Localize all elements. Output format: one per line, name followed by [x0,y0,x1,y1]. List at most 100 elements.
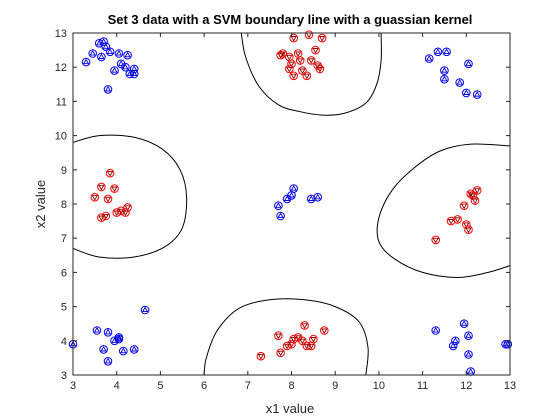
blue-point-15 [129,64,139,74]
y-tick-label: 9 [61,165,67,177]
blue-point-12 [121,62,130,72]
red-point-31 [453,215,462,224]
blue-point-47 [459,319,469,329]
x-tick-label: 7 [245,380,251,392]
x-axis-label: x1 value [266,401,314,416]
blue-point-24 [462,88,471,98]
blue-point-42 [129,345,139,354]
x-tick-label: 12 [460,380,472,392]
y-tick-label: 5 [61,302,67,314]
red-point-22 [103,194,113,204]
blue-point-5 [88,49,97,58]
blue-point-3 [101,42,111,52]
y-tick-label: 4 [61,336,67,348]
red-point-50 [320,326,329,335]
y-tick-label: 7 [61,233,67,245]
red-point-2 [278,49,288,58]
red-point-28 [123,203,132,212]
x-tick-label: 13 [504,380,516,392]
red-point-13 [311,45,320,55]
x-tick-label: 4 [114,380,120,392]
y-tick-label: 12 [55,62,67,74]
decision-boundary-4 [203,298,369,375]
x-tick-label: 3 [70,380,76,392]
red-point-23 [105,168,115,178]
blue-point-44 [431,326,441,335]
blue-point-19 [442,47,451,57]
red-point-21 [101,211,111,221]
red-point-41 [276,348,285,358]
blue-point-18 [433,47,443,57]
blue-point-25 [472,90,482,99]
red-point-5 [285,64,294,74]
y-axis-label: x2 value [33,180,48,228]
red-point-29 [431,235,441,245]
decision-boundary-3 [376,143,510,279]
x-tick-label: 11 [417,380,428,392]
red-point-51 [298,336,307,346]
red-point-47 [302,341,312,351]
red-point-15 [317,33,327,43]
red-point-30 [446,216,456,226]
red-point-19 [97,182,106,192]
x-axis-ticks: 3 4 5 6 7 8 9 10 11 12 13 [70,33,516,392]
data-points-group [68,30,513,376]
blue-point-16 [103,85,113,94]
red-point-24 [110,184,119,193]
x-tick-label: 6 [201,380,207,392]
blue-point-30 [289,184,299,193]
x-tick-label: 10 [373,380,385,392]
red-point-18 [90,192,100,202]
blue-point-27 [276,211,285,221]
blue-point-13 [125,69,135,79]
blue-point-32 [313,192,323,202]
y-axis-ticks: 3 4 5 6 7 8 9 10 11 12 13 [55,28,510,382]
red-point-46 [300,321,309,330]
red-point-17 [289,33,299,43]
blue-point-37 [103,328,113,337]
red-point-8 [295,56,305,65]
chart-title: Set 3 data with a SVM boundary line with… [108,12,473,27]
blue-point-7 [97,52,106,62]
x-tick-label: 9 [332,380,338,392]
y-tick-label: 8 [61,199,67,211]
red-point-32 [459,201,469,210]
blue-point-6 [81,57,91,67]
blue-point-10 [110,66,119,75]
red-point-12 [306,56,316,65]
y-tick-label: 11 [56,96,67,108]
red-point-38 [472,186,482,195]
blue-point-17 [424,54,434,63]
blue-point-36 [103,357,113,366]
red-point-10 [302,71,312,81]
blue-point-41 [119,346,128,356]
blue-point-9 [123,50,132,60]
blue-point-48 [464,331,473,341]
red-point-37 [470,196,480,205]
y-tick-label: 6 [61,267,67,279]
blue-point-35 [99,345,108,354]
decision-boundary-1 [240,33,382,116]
blue-point-4 [105,47,115,57]
blue-point-43 [140,305,150,315]
decision-boundary-group [73,33,510,375]
y-tick-label: 3 [61,370,67,382]
blue-point-49 [464,350,473,359]
red-point-49 [309,334,318,344]
red-point-34 [464,225,473,234]
red-point-16 [315,64,325,74]
y-tick-label: 10 [55,131,67,143]
blue-point-26 [274,201,283,210]
blue-point-40 [114,334,124,344]
plot-area [73,33,510,375]
blue-point-22 [464,59,473,69]
blue-point-23 [455,78,465,87]
decision-boundary-2 [73,134,188,259]
x-tick-label: 8 [288,380,294,392]
red-point-39 [256,351,266,361]
blue-point-21 [440,74,449,84]
blue-point-8 [114,49,124,58]
x-tick-label: 5 [157,380,163,392]
red-point-6 [289,71,299,81]
